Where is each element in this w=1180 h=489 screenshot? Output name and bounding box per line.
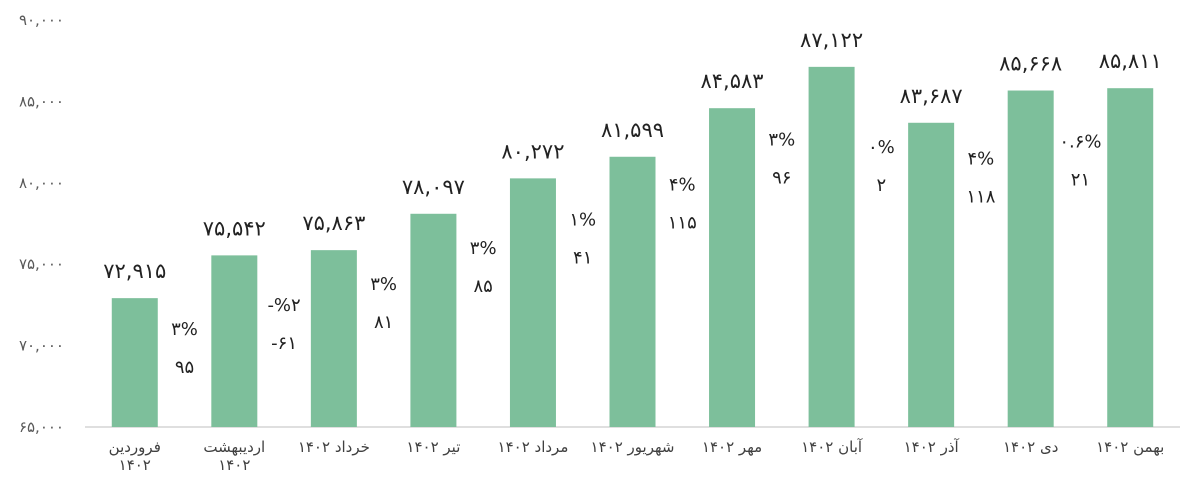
change-percent-label: ۰% [868,137,895,158]
change-percent-label: ۳% [171,319,198,340]
change-amount-label: ۲ [877,175,887,196]
change-amount-label: -۶۱ [271,333,297,354]
bar [111,298,158,427]
x-tick-label: ۱۴۰۲ [218,456,250,474]
bar-value-label: ۸۵,۸۱۱ [1099,49,1162,73]
change-amount-label: ۹۵ [175,357,194,378]
change-amount-label: ۱۱۵ [668,212,697,233]
bar [1107,88,1154,427]
x-tick-label: ۱۴۰۲ [119,456,151,474]
change-percent-label: ۴% [968,149,995,170]
change-percent-label: -%۲ [267,295,300,316]
bar [310,250,357,427]
x-tick-label: اردیبهشت [203,438,265,456]
bar-value-label: ۷۵,۵۴۲ [203,216,266,240]
bar-value-label: ۷۲,۹۱۵ [103,259,166,283]
bar-value-label: ۷۵,۸۶۳ [302,211,365,235]
change-percent-label: ۳% [470,238,497,259]
change-amount-label: ۸۱ [374,312,393,333]
change-percent-label: ۳% [768,130,795,151]
x-tick-label: خرداد ۱۴۰۲ [298,438,370,456]
bar-value-label: ۷۸,۰۹۷ [402,175,465,199]
change-amount-label: ۲۱ [1071,169,1090,190]
bar [709,108,756,428]
y-tick-label: ۸۵,۰۰۰ [19,92,64,110]
x-tick-label: آبان ۱۴۰۲ [801,438,863,456]
y-tick-label: ۹۰,۰۰۰ [19,11,64,29]
x-tick-label: مهر ۱۴۰۲ [702,438,762,456]
bar [808,66,855,427]
x-tick-label: مرداد ۱۴۰۲ [498,438,569,456]
bar [908,122,955,428]
x-tick-label: آذر ۱۴۰۲ [904,438,960,456]
bar [211,255,258,427]
change-amount-label: ۸۵ [474,276,493,297]
bar [609,156,656,427]
y-tick-label: ۸۰,۰۰۰ [19,174,64,192]
x-tick-label: فروردین [109,438,161,456]
y-tick-label: ۷۰,۰۰۰ [19,337,64,355]
change-percent-label: ۱% [569,210,596,231]
change-amount-label: ۹۶ [772,168,791,189]
bar-value-label: ۸۷,۱۲۲ [800,28,863,52]
x-tick-label: تیر ۱۴۰۲ [406,438,460,456]
y-tick-label: ۷۵,۰۰۰ [19,255,64,273]
bar-value-label: ۸۵,۶۶۸ [999,52,1062,76]
bar-value-label: ۸۳,۶۸۷ [900,84,963,108]
bar [410,213,457,427]
change-percent-label: ۴% [669,174,696,195]
change-amount-label: ۴۱ [573,248,592,269]
y-tick-label: ۶۵,۰۰۰ [19,418,64,436]
x-tick-label: بهمن ۱۴۰۲ [1096,438,1164,456]
bar-value-label: ۸۰,۲۷۲ [501,139,564,163]
bar-value-label: ۸۴,۵۸۳ [701,69,764,93]
change-amount-label: ۱۱۸ [966,187,995,208]
bar [1007,90,1054,427]
change-percent-label: ۰.۶% [1059,131,1101,152]
bar-value-label: ۸۱,۵۹۹ [601,118,664,142]
change-percent-label: ۳% [370,274,397,295]
x-tick-label: دی ۱۴۰۲ [1003,438,1058,456]
bar [509,178,556,427]
x-tick-label: شهریور ۱۴۰۲ [591,438,675,456]
